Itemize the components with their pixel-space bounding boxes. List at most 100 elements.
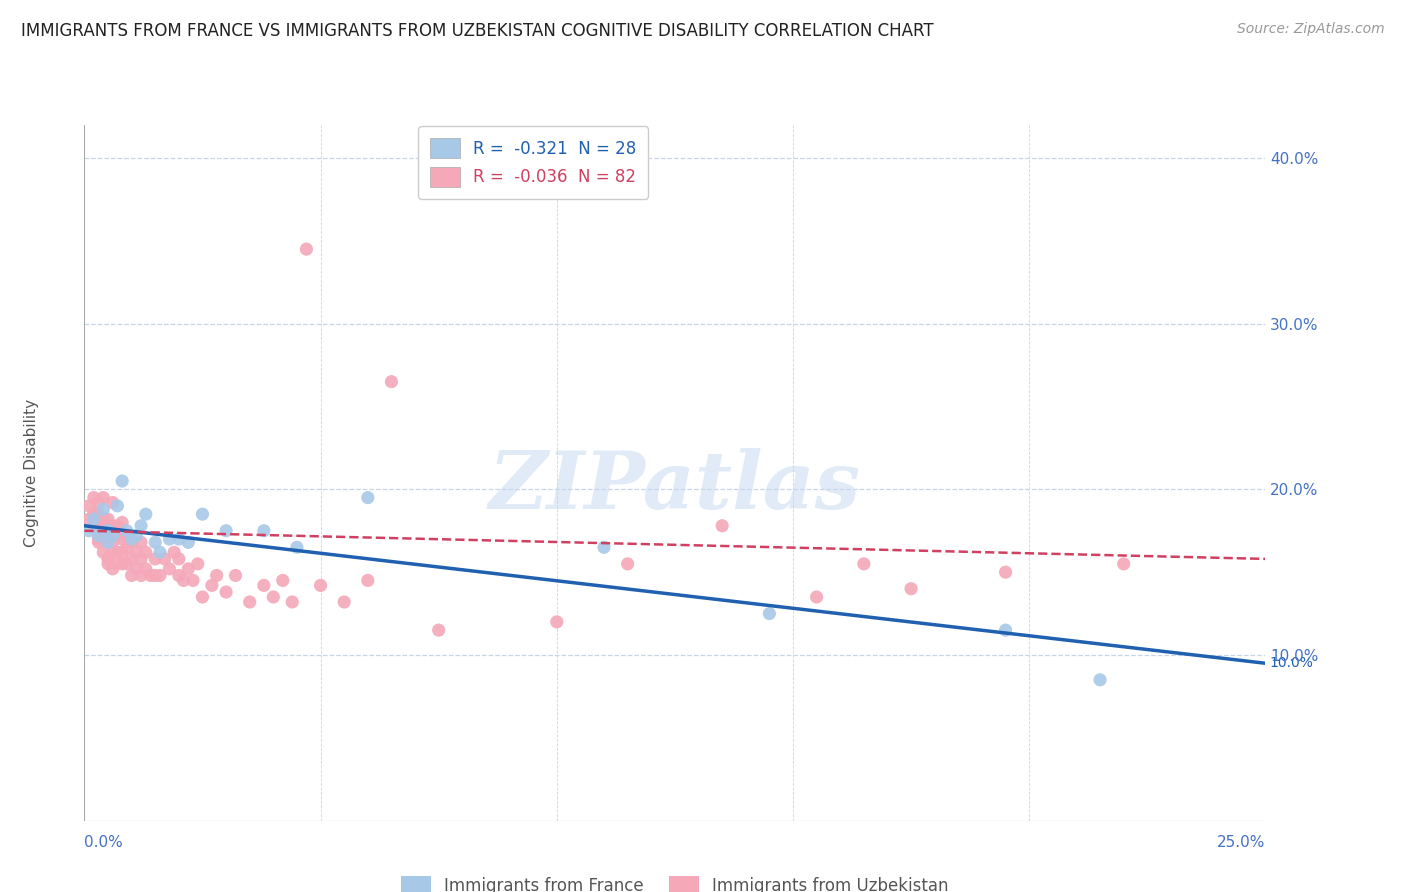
Point <box>201 578 224 592</box>
Point <box>546 615 568 629</box>
Legend: Immigrants from France, Immigrants from Uzbekistan: Immigrants from France, Immigrants from … <box>394 869 956 892</box>
Point <box>167 532 190 546</box>
Point <box>121 552 143 566</box>
Point <box>111 557 134 571</box>
Point <box>91 512 114 526</box>
Point <box>157 562 180 576</box>
Point <box>111 474 134 488</box>
Point <box>83 512 105 526</box>
Point <box>191 507 214 521</box>
Point <box>177 535 200 549</box>
Text: 25.0%: 25.0% <box>1218 836 1265 850</box>
Point <box>111 516 134 530</box>
Point <box>107 518 129 533</box>
Point <box>994 565 1017 579</box>
Point <box>173 574 195 588</box>
Point <box>107 499 129 513</box>
Point <box>97 557 120 571</box>
Point <box>215 585 238 599</box>
Point <box>97 535 120 549</box>
Point <box>115 541 138 555</box>
Point <box>380 375 402 389</box>
Point <box>616 557 638 571</box>
Point <box>125 545 148 559</box>
Point <box>271 574 294 588</box>
Point <box>125 562 148 576</box>
Point <box>107 557 129 571</box>
Point <box>91 491 114 505</box>
Text: Cognitive Disability: Cognitive Disability <box>24 399 39 547</box>
Point <box>357 574 380 588</box>
Point <box>143 535 166 549</box>
Point <box>77 499 100 513</box>
Point <box>167 552 190 566</box>
Point <box>129 568 152 582</box>
Point <box>83 507 105 521</box>
Point <box>357 491 380 505</box>
Point <box>758 607 780 621</box>
Point <box>83 491 105 505</box>
Point <box>285 541 308 555</box>
Point <box>77 524 100 538</box>
Point <box>77 512 100 526</box>
Point <box>1112 557 1135 571</box>
Point <box>143 552 166 566</box>
Point <box>149 568 172 582</box>
Point <box>333 595 356 609</box>
Point <box>107 529 129 543</box>
Point <box>87 532 110 546</box>
Point <box>135 562 157 576</box>
Point <box>994 623 1017 637</box>
Point <box>177 562 200 576</box>
Point <box>225 568 247 582</box>
Point <box>121 535 143 549</box>
Point <box>101 495 124 509</box>
Point <box>309 578 332 592</box>
Point <box>135 507 157 521</box>
Point <box>107 545 129 559</box>
Point <box>281 595 304 609</box>
Point <box>253 578 276 592</box>
Point <box>163 545 186 559</box>
Point <box>121 532 143 546</box>
Point <box>900 582 922 596</box>
Point <box>91 502 114 516</box>
Point <box>253 524 276 538</box>
Point <box>111 545 134 559</box>
Point <box>129 518 152 533</box>
Point <box>1088 673 1111 687</box>
Text: IMMIGRANTS FROM FRANCE VS IMMIGRANTS FROM UZBEKISTAN COGNITIVE DISABILITY CORREL: IMMIGRANTS FROM FRANCE VS IMMIGRANTS FRO… <box>21 22 934 40</box>
Point <box>111 532 134 546</box>
Point <box>97 512 120 526</box>
Point <box>215 524 238 538</box>
Point <box>711 518 734 533</box>
Point <box>125 529 148 543</box>
Text: 0.0%: 0.0% <box>84 836 124 850</box>
Point <box>181 574 204 588</box>
Point <box>205 568 228 582</box>
Point <box>806 590 828 604</box>
Point <box>157 532 180 546</box>
Point <box>101 518 124 533</box>
Point <box>101 545 124 559</box>
Point <box>121 568 143 582</box>
Point <box>115 557 138 571</box>
Point <box>115 529 138 543</box>
Point <box>87 507 110 521</box>
Point <box>187 557 209 571</box>
Point <box>427 623 450 637</box>
Point <box>97 524 120 538</box>
Text: ZIPatlas: ZIPatlas <box>489 448 860 525</box>
Point <box>115 524 138 538</box>
Point <box>87 495 110 509</box>
Point <box>97 552 120 566</box>
Point <box>97 535 120 549</box>
Point <box>97 524 120 538</box>
Point <box>87 529 110 543</box>
Point <box>87 518 110 533</box>
Point <box>83 518 105 533</box>
Point <box>129 552 152 566</box>
Point <box>139 568 162 582</box>
Point <box>149 545 172 559</box>
Point <box>295 242 318 256</box>
